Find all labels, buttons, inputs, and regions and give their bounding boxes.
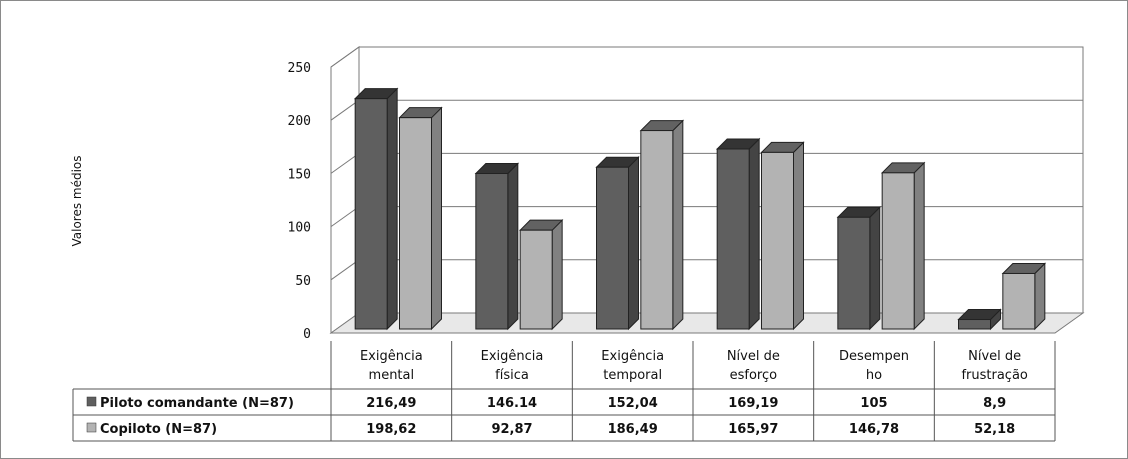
bar (715, 137, 761, 331)
bar (353, 87, 399, 331)
bar-front (1002, 272, 1036, 330)
x-tick-label: Nível de (727, 349, 780, 364)
legend-entry: Copiloto (N=87) (100, 422, 217, 437)
bar (474, 162, 520, 331)
data-label: 92,87 (491, 422, 532, 437)
bar-front (354, 98, 388, 330)
bar-side (507, 162, 519, 331)
x-tick-label: Exigência (360, 349, 423, 364)
x-tick-label: ho (866, 368, 882, 383)
legend-swatch (86, 422, 97, 433)
bar-front (399, 117, 432, 330)
bar-side (913, 161, 925, 331)
bar-side (869, 206, 881, 331)
gridline-side (330, 206, 360, 228)
y-tick-label: 50 (295, 274, 311, 289)
bar (518, 218, 564, 331)
y-tick-label: 150 (288, 167, 311, 182)
bar (957, 308, 1002, 331)
x-tick-label: Exigência (601, 349, 664, 364)
y-axis-label: Valores médios (70, 155, 84, 246)
gridline-side (330, 46, 360, 68)
bar (836, 206, 882, 331)
legend-entry: Piloto comandante (N=87) (100, 396, 294, 411)
chart-walls (329, 46, 1085, 334)
x-tick-label: mental (369, 368, 415, 383)
data-label: 52,18 (974, 422, 1015, 437)
bar-front (837, 216, 871, 330)
x-tick-label: Nível de (968, 349, 1021, 364)
x-tick-label: física (495, 368, 529, 383)
bar-front (596, 166, 629, 330)
bar (639, 119, 685, 331)
bar-front (519, 229, 553, 330)
x-tick-label: temporal (603, 368, 662, 383)
data-label: 146,78 (849, 422, 899, 437)
bar-front (761, 151, 794, 330)
gridline-side (330, 152, 360, 174)
x-tick-label: frustração (961, 368, 1027, 383)
bar-side (793, 141, 804, 331)
bar-side (551, 218, 563, 331)
x-tick-label: esforço (730, 368, 778, 383)
y-tick-label: 200 (288, 114, 311, 129)
legend-swatch (86, 396, 97, 407)
y-tick-label: 0 (303, 327, 311, 342)
data-label: 152,04 (608, 396, 658, 411)
data-label: 186,49 (608, 422, 658, 437)
data-label: 165,97 (728, 422, 778, 437)
bar (760, 141, 805, 331)
bar-front (475, 173, 509, 330)
gridline-side (330, 259, 360, 281)
gridline-side (330, 99, 360, 121)
bar-front (881, 172, 915, 330)
y-tick-label: 100 (288, 221, 311, 236)
bar (595, 156, 640, 331)
bar-side (628, 156, 639, 331)
data-label: 8,9 (983, 396, 1006, 411)
bars (353, 87, 1047, 331)
bar-side (386, 87, 398, 331)
data-label: 216,49 (366, 396, 416, 411)
bar-side (1034, 262, 1046, 331)
data-label: 169,19 (728, 396, 778, 411)
bar (880, 161, 926, 331)
data-label: 198,62 (366, 422, 416, 437)
bar-front (958, 319, 991, 330)
data-label: 105 (860, 396, 887, 411)
data-table: Exigência mental Exigência física Exigência t… (72, 341, 1056, 442)
bar-front (716, 148, 750, 330)
y-tick-label: 250 (288, 61, 311, 76)
bar-side (431, 106, 442, 331)
bar (1001, 262, 1047, 331)
y-axis-ticks: 0 50 100 150 200 250 (288, 61, 311, 342)
x-tick-label: Exigência (481, 349, 544, 364)
x-tick-label: Desempen (839, 349, 909, 364)
bar-side (748, 137, 760, 331)
bar (398, 106, 443, 331)
bar-front (640, 130, 674, 330)
bar-side (672, 119, 684, 331)
data-label: 146.14 (487, 396, 537, 411)
